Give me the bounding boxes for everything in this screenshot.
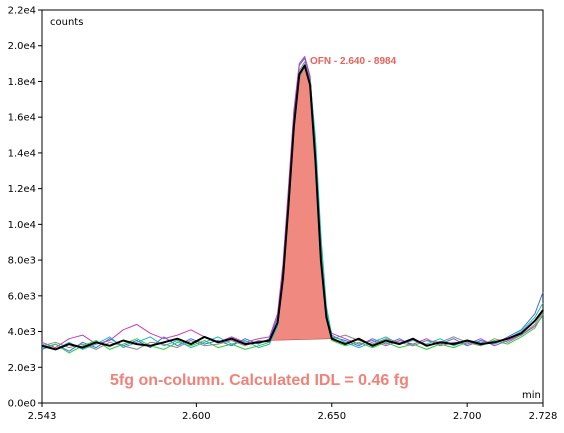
- y-tick-label: 4.0e3: [8, 327, 36, 338]
- x-tick-label: 2.728: [529, 411, 558, 422]
- y-tick-label: 2.2e4: [8, 6, 36, 17]
- x-axis: 2.543 2.600 2.650 2.700 2.728: [28, 403, 558, 422]
- y-tick-label: 1.4e4: [8, 148, 36, 159]
- x-tick-label: 2.600: [182, 411, 211, 422]
- y-tick-label: 2.0e3: [8, 363, 36, 374]
- series-layer: [41, 55, 544, 354]
- y-axis: 0.0e0 2.0e3 4.0e3 6.0e3 8.0e3 1.0e4 1.2e4 1.4e4…: [8, 6, 42, 410]
- y-tick-label: 1.8e4: [8, 77, 36, 88]
- y-tick-label: 6.0e3: [8, 291, 36, 302]
- y-tick-label: 2.0e4: [8, 41, 36, 52]
- x-tick-label: 2.700: [453, 411, 482, 422]
- y-tick-label: 0.0e0: [8, 399, 36, 410]
- y-tick-label: 1.2e4: [8, 184, 36, 195]
- x-unit-label: min: [522, 390, 541, 401]
- y-tick-label: 1.6e4: [8, 113, 36, 124]
- idl-annotation: 5fg on-column. Calculated IDL = 0.46 fg: [110, 372, 409, 389]
- x-tick-label: 2.543: [28, 411, 57, 422]
- y-tick-label: 1.0e4: [8, 220, 36, 231]
- x-tick-label: 2.650: [317, 411, 346, 422]
- series-line-1: [41, 64, 544, 351]
- y-unit-label: counts: [50, 17, 83, 28]
- peak-label: OFN - 2.640 - 8984: [310, 56, 397, 67]
- series-line-6: [41, 61, 544, 350]
- y-tick-label: 8.0e3: [8, 256, 36, 267]
